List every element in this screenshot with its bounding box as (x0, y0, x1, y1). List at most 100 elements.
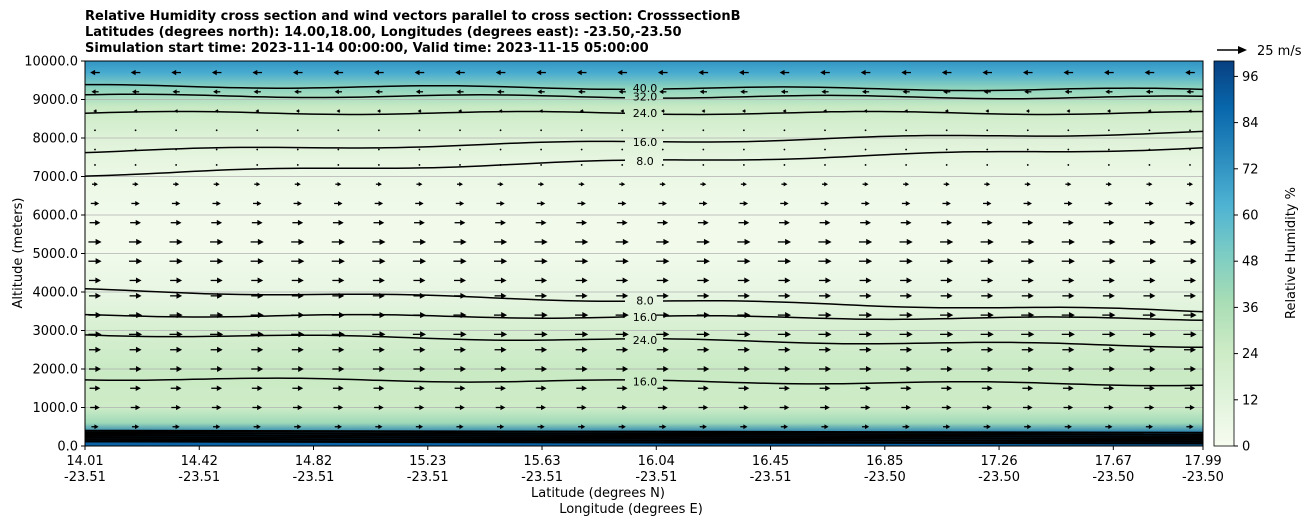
wind-vector (778, 366, 791, 372)
wind-vector (656, 312, 670, 319)
y-tick-label: 0.0 (57, 440, 78, 455)
wind-vector (985, 109, 990, 113)
wind-vector (131, 424, 140, 430)
wind-vector (980, 258, 994, 265)
wind-vector (777, 238, 792, 246)
wind-vector (494, 346, 507, 353)
wind-vector (496, 424, 505, 430)
wind-vector (737, 346, 750, 353)
wind-vector (940, 258, 954, 265)
wind-vector (537, 424, 545, 430)
x-tick-label-latitude: 17.26 (980, 454, 1017, 469)
wind-vector (372, 346, 385, 353)
wind-vector (253, 89, 261, 95)
wind-vector (696, 258, 710, 265)
wind-vector (540, 129, 543, 132)
wind-vector (737, 312, 751, 319)
wind-vector (1102, 312, 1116, 319)
x-tick-label-latitude: 17.67 (1095, 454, 1132, 469)
wind-vector (215, 164, 218, 166)
contour-line (85, 377, 625, 383)
wind-vector (131, 200, 140, 206)
wind-vector (215, 148, 218, 151)
wind-vector (537, 89, 545, 95)
x-tick-label-longitude: -23.50 (978, 470, 1020, 485)
wind-vector (1023, 200, 1032, 206)
contour-line (662, 379, 1203, 387)
wind-vector (88, 258, 102, 265)
wind-vector (88, 312, 102, 319)
wind-vector (412, 258, 427, 265)
wind-vector (1185, 404, 1195, 411)
x-tick-label-latitude: 14.82 (295, 454, 332, 469)
wind-vector (251, 219, 263, 226)
wind-vector (170, 292, 183, 299)
wind-vector (212, 200, 221, 206)
wind-vector (738, 385, 750, 392)
wind-vector (89, 219, 101, 226)
contour-line (662, 338, 1203, 349)
wind-vector (374, 69, 384, 76)
wind-vector (783, 164, 786, 166)
wind-vector (412, 331, 427, 338)
wind-vector (940, 331, 954, 338)
wind-vector (291, 277, 304, 284)
wind-vector (458, 109, 462, 113)
wind-vector (742, 164, 745, 166)
wind-vector (171, 404, 181, 411)
wind-vector (377, 129, 380, 132)
wind-vector (696, 331, 710, 338)
wind-vector (134, 164, 137, 166)
wind-vector (453, 258, 467, 265)
wind-vector (616, 366, 629, 372)
y-tick-label: 5000.0 (33, 247, 79, 262)
wind-vector (412, 312, 427, 319)
wind-vector (1063, 69, 1074, 76)
wind-vector (1102, 277, 1115, 284)
wind-vector (1189, 129, 1191, 132)
wind-vector (453, 312, 467, 319)
wind-vector (454, 219, 466, 226)
contour-label: 32.0 (633, 91, 658, 104)
wind-vector (331, 258, 345, 265)
wind-vector (1103, 385, 1115, 392)
wind-vector (780, 89, 789, 95)
wind-vector (499, 164, 502, 166)
wind-vector (210, 238, 224, 246)
contour-line (85, 110, 626, 116)
wind-vector (944, 109, 949, 113)
wind-vector (1187, 181, 1193, 187)
quiver-key: 25 m/s (1217, 44, 1302, 59)
wind-vector (291, 366, 304, 372)
wind-vector (575, 258, 589, 265)
wind-vector (1022, 385, 1034, 392)
wind-vector (860, 219, 871, 226)
x-tick-label-latitude: 16.45 (752, 454, 789, 469)
contour-line (662, 300, 1203, 313)
wind-vector (981, 292, 994, 299)
wind-vector (575, 366, 588, 372)
colorbar (1213, 60, 1235, 447)
wind-vector (535, 292, 548, 299)
wind-vector (737, 258, 751, 265)
x-tick-label-latitude: 17.99 (1184, 454, 1221, 469)
wind-vector (740, 181, 747, 187)
wind-vector (170, 346, 183, 353)
contour-line (662, 86, 1203, 92)
wind-vector (1026, 129, 1029, 132)
wind-vector (254, 181, 261, 187)
wind-vector (580, 129, 583, 132)
wind-vector (252, 69, 263, 76)
wind-vector (1142, 238, 1157, 246)
wind-vector (499, 148, 502, 151)
wind-vector (414, 385, 425, 392)
wind-vector (372, 277, 385, 284)
x-axis-title-latitude: Latitude (degrees N) (531, 486, 665, 501)
wind-vector (941, 219, 953, 226)
wind-vector (253, 424, 261, 430)
wind-vector (899, 238, 913, 246)
wind-vector (131, 89, 140, 95)
wind-vector (739, 69, 749, 76)
x-tick-label-latitude: 15.63 (523, 454, 560, 469)
